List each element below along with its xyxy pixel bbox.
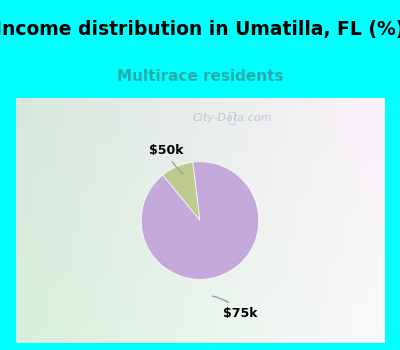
- Wedge shape: [163, 162, 200, 220]
- Text: $50k: $50k: [149, 144, 184, 174]
- Text: Income distribution in Umatilla, FL (%): Income distribution in Umatilla, FL (%): [0, 20, 400, 39]
- Text: ⦿: ⦿: [227, 111, 235, 125]
- Text: $75k: $75k: [212, 296, 257, 320]
- Text: Multirace residents: Multirace residents: [117, 69, 283, 84]
- Text: City-Data.com: City-Data.com: [192, 113, 272, 124]
- Wedge shape: [141, 162, 259, 279]
